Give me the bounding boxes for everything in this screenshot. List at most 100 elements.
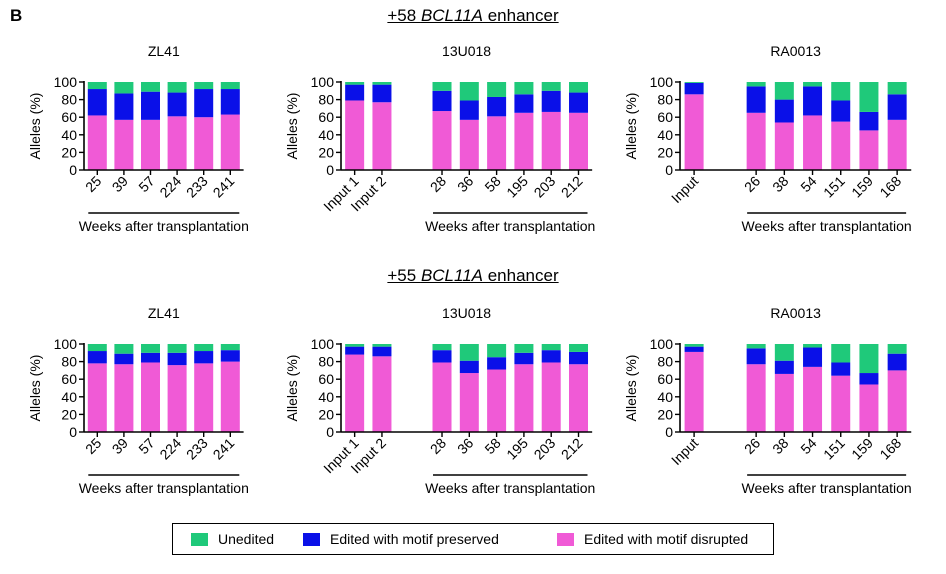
bar-segment xyxy=(459,82,479,101)
x-tick-label: 57 xyxy=(135,435,157,457)
bar-segment xyxy=(345,344,365,347)
bar-segment xyxy=(432,350,452,363)
bar-segment xyxy=(372,82,392,85)
y-tick-label: 80 xyxy=(61,92,77,108)
bar-segment xyxy=(345,84,365,101)
bar-segment xyxy=(859,111,879,131)
y-tick-label: 0 xyxy=(326,424,334,440)
section-title-suffix: enhancer xyxy=(483,266,559,285)
y-tick-label: 20 xyxy=(318,144,334,160)
bar-segment xyxy=(141,362,160,432)
bar-segment xyxy=(432,344,452,351)
bar-segment xyxy=(746,364,766,432)
y-tick-label: 40 xyxy=(61,127,77,143)
bar-segment xyxy=(345,354,365,432)
bar-segment xyxy=(194,117,214,170)
bar-segment xyxy=(569,82,589,93)
bar-segment xyxy=(831,121,851,170)
bar-segment xyxy=(541,344,561,351)
x-axis-label: Weeks after transplantation xyxy=(79,480,249,496)
x-tick-label: 58 xyxy=(481,435,503,457)
bar-segment xyxy=(774,373,794,432)
bar-segment xyxy=(87,82,107,90)
bar-segment xyxy=(774,82,794,100)
bar-segment xyxy=(114,364,134,432)
x-tick-label: 203 xyxy=(531,173,559,201)
x-axis-label: Weeks after transplantation xyxy=(742,218,912,234)
x-tick-label: 241 xyxy=(210,173,238,201)
y-tick-label: 20 xyxy=(61,144,77,160)
bar-segment xyxy=(167,116,187,170)
y-tick-label: 80 xyxy=(657,92,673,108)
bar-segment xyxy=(114,93,134,120)
bar-segment xyxy=(459,344,479,361)
y-tick-label: 60 xyxy=(657,371,673,387)
legend: Unedited Edited with motif preserved Edi… xyxy=(172,523,774,555)
bar-segment xyxy=(487,82,507,97)
bar-segment xyxy=(220,114,240,170)
panel-label: B xyxy=(10,6,23,25)
section-title-gene: BCL11A xyxy=(420,6,483,25)
bar-segment xyxy=(345,346,365,355)
y-tick-label: 80 xyxy=(657,354,673,370)
x-axis-label: Weeks after transplantation xyxy=(425,480,595,496)
legend-swatch-motif-preserved xyxy=(303,532,320,546)
bar-segment xyxy=(167,82,187,93)
bar-segment xyxy=(887,119,907,170)
x-tick-label: 38 xyxy=(769,435,791,457)
bar-segment xyxy=(167,365,187,432)
chart-title: RA0013 xyxy=(770,305,821,321)
bar-segment xyxy=(859,373,879,385)
bar-segment xyxy=(141,91,160,120)
x-tick-label: 212 xyxy=(558,435,586,463)
bar-segment xyxy=(372,84,392,103)
bar-segment xyxy=(541,90,561,112)
bar-segment xyxy=(831,362,851,376)
x-tick-label: 54 xyxy=(797,173,819,195)
y-tick-label: 100 xyxy=(54,336,78,352)
bar-segment xyxy=(87,363,107,432)
bar-segment xyxy=(432,362,452,432)
legend-swatch-unedited xyxy=(191,532,208,546)
bar-segment xyxy=(459,119,479,170)
section-title-suffix: enhancer xyxy=(483,6,559,25)
bar-segment xyxy=(514,352,534,365)
x-tick-label: 233 xyxy=(183,435,211,463)
legend-item-motif-preserved: Edited with motif preserved xyxy=(303,531,499,547)
y-tick-label: 40 xyxy=(657,127,673,143)
bar-segment xyxy=(803,347,823,367)
bar-segment xyxy=(194,89,214,118)
bar-segment xyxy=(859,344,879,374)
y-tick-label: 20 xyxy=(318,406,334,422)
y-tick-label: 80 xyxy=(318,354,334,370)
x-tick-label: 224 xyxy=(156,173,184,201)
bar-segment xyxy=(831,375,851,432)
y-tick-label: 80 xyxy=(61,354,77,370)
y-tick-label: 100 xyxy=(311,336,335,352)
bar-segment xyxy=(746,86,766,113)
bar-segment xyxy=(87,351,107,364)
y-tick-label: 40 xyxy=(318,389,334,405)
chart-title: 13U018 xyxy=(442,305,491,321)
y-axis-label: Alleles (%) xyxy=(27,355,43,422)
bar-segment xyxy=(684,351,704,432)
bar-segment xyxy=(746,348,766,365)
x-tick-label: 168 xyxy=(876,173,904,201)
bar-segment xyxy=(487,369,507,432)
y-tick-label: 0 xyxy=(665,424,673,440)
bar-segment xyxy=(220,82,240,90)
legend-label: Edited with motif disrupted xyxy=(584,531,749,547)
y-tick-label: 80 xyxy=(318,92,334,108)
bar-segment xyxy=(114,82,134,94)
bar-segment xyxy=(569,351,589,365)
bar-segment xyxy=(859,384,879,432)
x-tick-label: 224 xyxy=(156,435,184,463)
x-tick-label: 212 xyxy=(558,173,586,201)
bar-segment xyxy=(459,360,479,374)
bar-segment xyxy=(194,363,214,432)
x-tick-label: 36 xyxy=(454,173,476,195)
x-tick-label: 151 xyxy=(820,173,848,201)
